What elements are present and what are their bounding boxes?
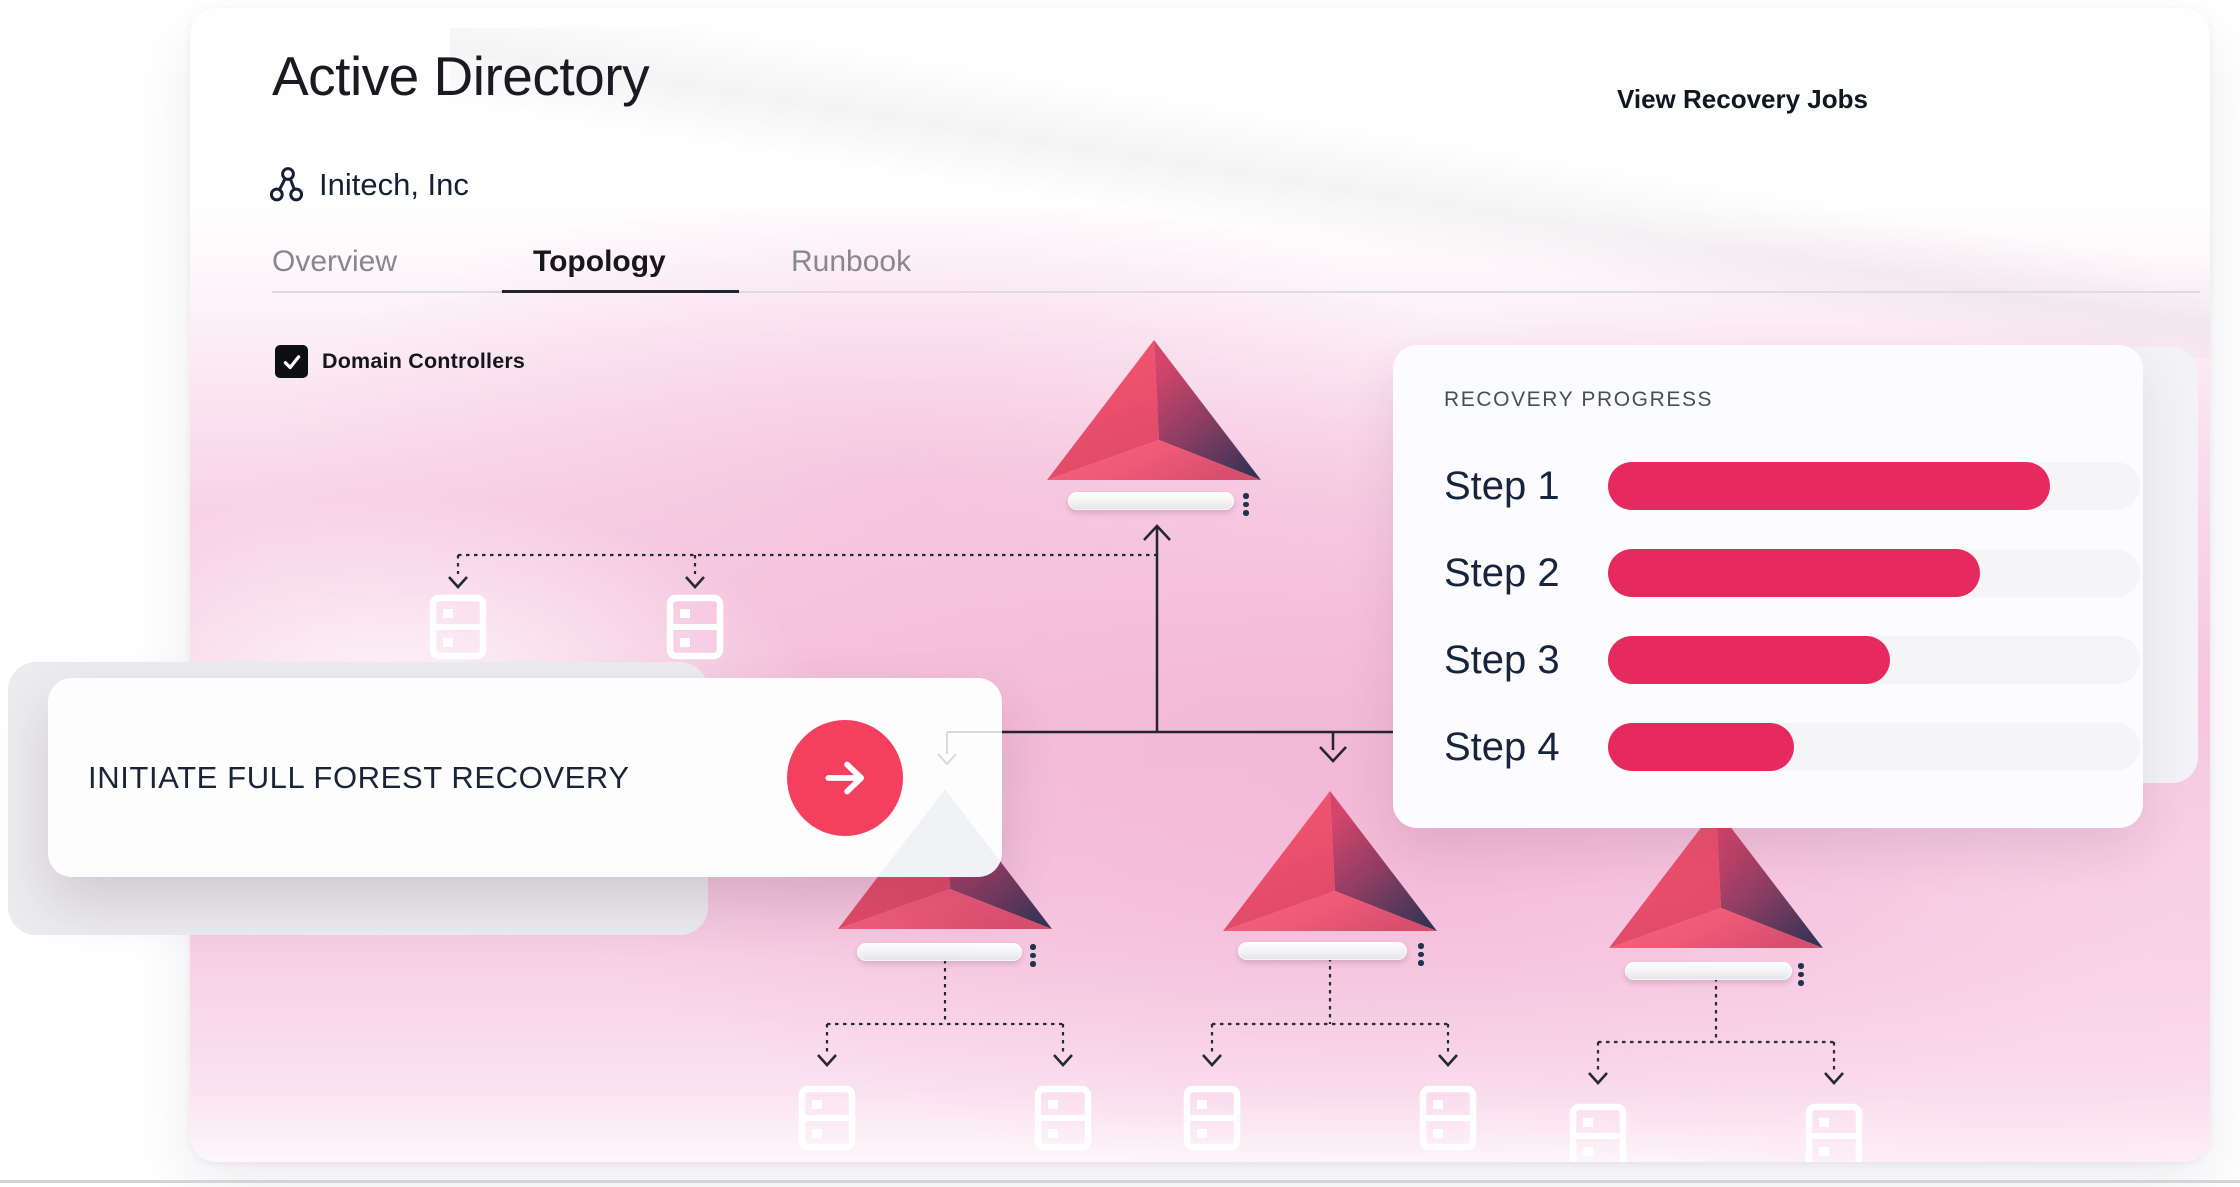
kebab-menu-icon[interactable] bbox=[1030, 944, 1036, 967]
node-label-pill bbox=[1238, 942, 1407, 960]
kebab-menu-icon[interactable] bbox=[1798, 963, 1804, 986]
pyramid-icon[interactable] bbox=[1609, 808, 1823, 948]
background-streak bbox=[450, 28, 2210, 358]
server-icon bbox=[666, 594, 724, 660]
progress-bar bbox=[1608, 723, 1795, 771]
page-title: Active Directory bbox=[272, 45, 650, 107]
node-label-pill bbox=[857, 943, 1022, 961]
org-name: Initech, Inc bbox=[319, 166, 469, 202]
progress-bar bbox=[1608, 636, 1890, 684]
kebab-menu-icon[interactable] bbox=[1418, 943, 1424, 966]
step-label: Step 2 bbox=[1444, 551, 1560, 595]
server-icon bbox=[798, 1085, 856, 1151]
view-recovery-jobs-link[interactable]: View Recovery Jobs bbox=[1617, 84, 1868, 114]
step-row: Step 1 bbox=[1444, 462, 2140, 510]
section-divider bbox=[0, 1180, 2240, 1183]
domain-controllers-checkbox[interactable] bbox=[275, 345, 308, 378]
step-label: Step 3 bbox=[1444, 638, 1560, 682]
tab-overview[interactable]: Overview bbox=[272, 245, 398, 278]
step-row: Step 4 bbox=[1444, 723, 2140, 771]
domain-controllers-label: Domain Controllers bbox=[322, 349, 526, 373]
progress-bar bbox=[1608, 462, 2050, 510]
server-icon bbox=[1419, 1085, 1477, 1151]
progress-track bbox=[1608, 462, 2140, 510]
progress-track bbox=[1608, 636, 2140, 684]
server-icon bbox=[429, 594, 487, 660]
domain-controllers-filter: Domain Controllers bbox=[275, 345, 525, 378]
server-icon bbox=[1183, 1085, 1241, 1151]
tabs-divider bbox=[272, 291, 2200, 293]
server-icon bbox=[1569, 1103, 1627, 1162]
step-label: Step 1 bbox=[1444, 464, 1560, 508]
step-row: Step 2 bbox=[1444, 549, 2140, 597]
initiate-recovery-button[interactable]: INITIATE FULL FOREST RECOVERY bbox=[48, 678, 1002, 877]
cta-label: INITIATE FULL FOREST RECOVERY bbox=[88, 759, 630, 795]
tab-runbook[interactable]: Runbook bbox=[791, 245, 912, 278]
server-icon bbox=[1034, 1085, 1092, 1151]
check-icon bbox=[283, 354, 300, 369]
progress-track bbox=[1608, 723, 2140, 771]
node-label-pill bbox=[1625, 962, 1792, 980]
node-label-pill bbox=[1068, 492, 1234, 510]
step-row: Step 3 bbox=[1444, 636, 2140, 684]
progress-bar bbox=[1608, 549, 1981, 597]
arrow-right-icon[interactable] bbox=[787, 720, 903, 836]
recovery-progress-title: RECOVERY PROGRESS bbox=[1444, 388, 1714, 411]
recovery-progress-card: RECOVERY PROGRESS Step 1 Step 2 Step 3 S… bbox=[1393, 345, 2143, 828]
org-nodes-icon bbox=[270, 167, 303, 202]
tab-topology[interactable]: Topology bbox=[533, 245, 666, 278]
server-icon bbox=[1805, 1103, 1863, 1162]
progress-track bbox=[1608, 549, 2140, 597]
active-tab-underline bbox=[502, 290, 739, 293]
pyramid-icon[interactable] bbox=[1047, 340, 1261, 480]
step-label: Step 4 bbox=[1444, 725, 1560, 769]
kebab-menu-icon[interactable] bbox=[1243, 493, 1249, 516]
org-row: Initech, Inc bbox=[270, 166, 469, 203]
